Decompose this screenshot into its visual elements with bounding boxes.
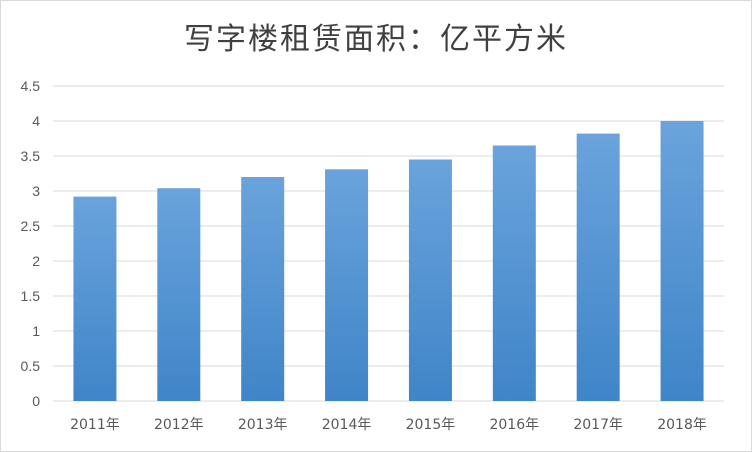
y-tick-label: 1.5 — [21, 288, 41, 304]
bar-2015年 — [408, 159, 452, 401]
bar-2017年 — [576, 133, 620, 401]
bars — [73, 121, 704, 401]
x-axis-labels: 2011年 2012年 2013年 2014年 2015年 2016年 2017年 2018年 — [70, 417, 707, 433]
x-category-label: 2012年 — [154, 417, 204, 433]
bar-2018年 — [660, 121, 704, 401]
x-category-label: 2011年 — [70, 417, 120, 433]
y-tick-label: 4.5 — [21, 78, 41, 94]
y-tick-label: 1 — [32, 323, 40, 339]
y-tick-label: 2 — [32, 253, 40, 269]
bar-2014年 — [325, 169, 369, 401]
bar-2012年 — [157, 188, 201, 401]
y-tick-label: 0 — [32, 393, 40, 409]
x-category-label: 2017年 — [573, 417, 623, 433]
x-category-label: 2014年 — [322, 417, 372, 433]
y-axis-ticks: 0 0.5 1 1.5 2 2.5 3 3.5 4 4.5 — [21, 78, 41, 409]
x-category-label: 2018年 — [657, 417, 707, 433]
y-tick-label: 4 — [32, 113, 40, 129]
bar-2011年 — [73, 196, 117, 401]
gridlines — [53, 85, 724, 402]
x-category-label: 2016年 — [489, 417, 539, 433]
y-tick-label: 0.5 — [21, 358, 41, 374]
x-category-label: 2013年 — [238, 417, 288, 433]
y-tick-label: 2.5 — [21, 218, 41, 234]
bar-2016年 — [492, 145, 536, 401]
y-tick-label: 3 — [32, 183, 40, 199]
chart-title: 写字楼租赁面积：亿平方米 — [184, 22, 568, 57]
y-tick-label: 3.5 — [21, 148, 41, 164]
x-category-label: 2015年 — [406, 417, 456, 433]
bar-2013年 — [241, 177, 285, 401]
